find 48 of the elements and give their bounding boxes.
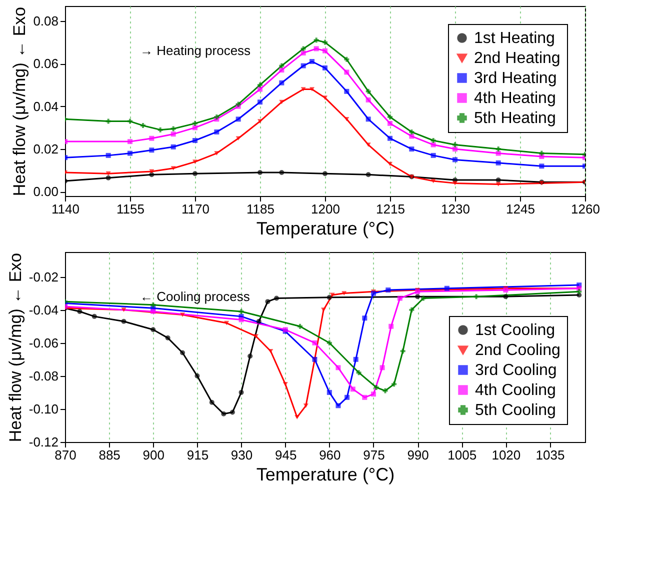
legend-label: 5th Cooling <box>475 402 556 419</box>
x-tick-label: 885 <box>98 448 120 462</box>
legend-label: 2nd Heating <box>474 50 560 67</box>
y-tick-label: 0.00 <box>33 184 58 200</box>
y-tick-label: -0.04 <box>28 302 58 318</box>
y-tick-label: 0.08 <box>33 13 58 28</box>
x-tick-label: 1170 <box>182 202 210 216</box>
x-tick-label: 1230 <box>441 202 470 216</box>
y-axis-title: Heat flow (μv/mg) ← Exo <box>6 252 25 442</box>
legend-label: 3rd Heating <box>474 70 557 87</box>
x-tick-label: 960 <box>319 448 341 462</box>
y-tick-label: -0.02 <box>28 269 58 284</box>
y-tick-label: -0.10 <box>28 401 58 416</box>
x-tick-label: 1020 <box>492 448 521 462</box>
legend-label: 3rd Cooling <box>475 362 557 379</box>
annotation: ← Cooling process <box>140 289 250 304</box>
x-axis-title: Temperature (°C) <box>256 464 395 484</box>
y-tick-label: -0.08 <box>28 368 58 384</box>
x-tick-label: 975 <box>363 448 385 462</box>
annotation: → Heating process <box>140 43 252 58</box>
x-tick-label: 1245 <box>506 202 535 216</box>
legend-label: 2nd Cooling <box>475 342 560 359</box>
legend-label: 1st Cooling <box>475 322 556 339</box>
x-tick-label: 900 <box>142 448 164 462</box>
legend-label: 1st Heating <box>474 30 555 47</box>
x-tick-label: 1185 <box>246 202 274 216</box>
x-tick-label: 1215 <box>376 202 405 216</box>
y-tick-label: 0.04 <box>33 98 58 114</box>
y-tick-label: 0.06 <box>33 56 58 72</box>
x-tick-label: 1260 <box>571 202 600 216</box>
legend-label: 4th Heating <box>474 90 556 107</box>
legend-label: 5th Heating <box>474 110 556 127</box>
y-axis-title: Heat flow (μv/mg) ← Exo <box>10 6 30 196</box>
x-tick-label: 990 <box>407 448 429 462</box>
x-tick-label: 1005 <box>448 448 477 462</box>
x-tick-label: 1035 <box>536 448 565 462</box>
x-tick-label: 945 <box>274 448 297 462</box>
y-tick-label: -0.12 <box>28 434 58 450</box>
x-tick-label: 870 <box>54 448 76 462</box>
x-axis-title: Temperature (°C) <box>256 218 395 238</box>
x-tick-label: 1155 <box>116 202 144 216</box>
x-tick-label: 1200 <box>311 202 340 216</box>
x-tick-label: 1140 <box>52 202 80 216</box>
x-tick-label: 915 <box>186 448 209 462</box>
x-tick-label: 930 <box>230 448 253 462</box>
y-tick-label: 0.02 <box>33 142 58 157</box>
y-tick-label: -0.06 <box>28 335 58 350</box>
legend-label: 4th Cooling <box>475 382 556 399</box>
